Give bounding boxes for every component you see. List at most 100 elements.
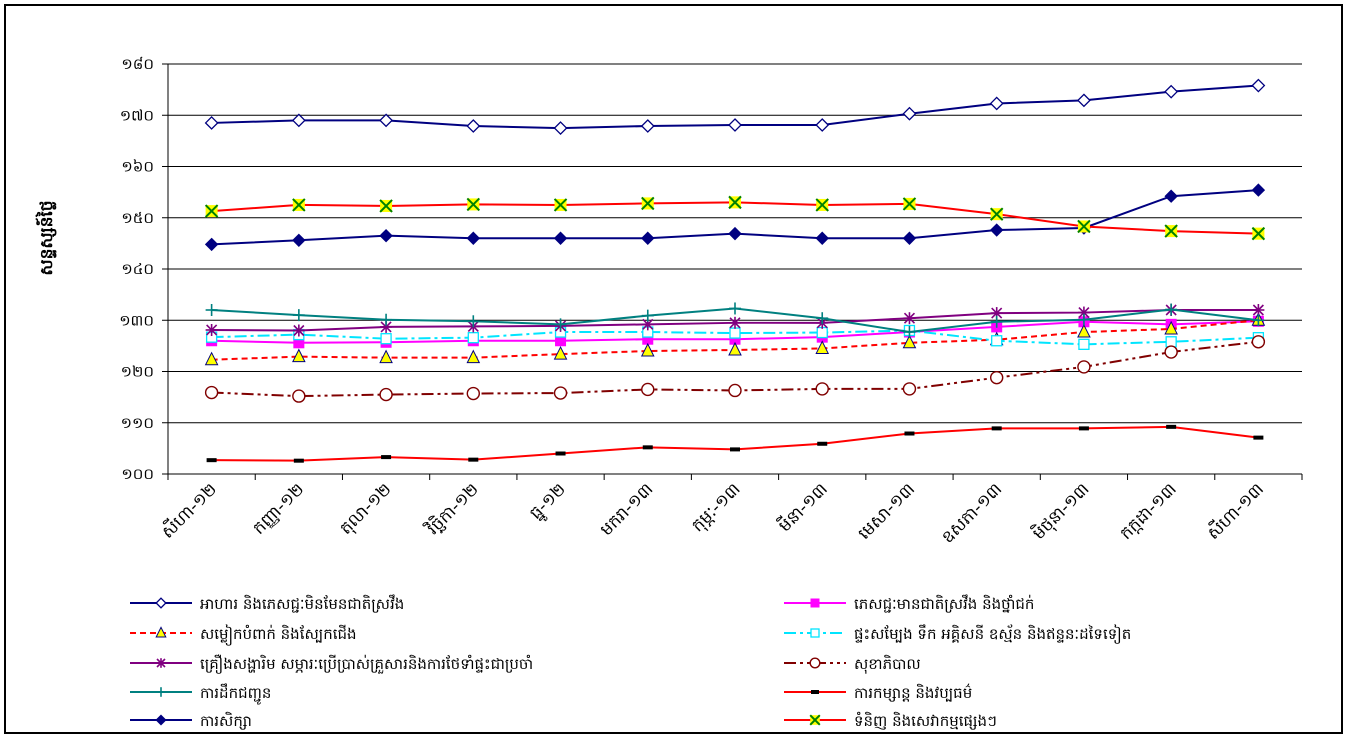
marker-square-open	[1165, 336, 1177, 348]
marker-x	[902, 197, 917, 211]
y-tick-label: ១៧០	[120, 106, 154, 124]
marker-circle-open	[902, 382, 917, 396]
legend-item: គ្រឿងសង្ហារិម សម្ភារៈប្រើប្រាស់គ្រួសារនិ…	[130, 654, 533, 674]
marker-diamond-filled	[466, 231, 481, 245]
marker-diamond-filled	[292, 233, 306, 248]
marker-x	[1077, 219, 1091, 234]
marker-square-open	[467, 332, 479, 344]
marker-diamond-open	[204, 116, 219, 130]
x-axis-ticks: សីហា-១២ កញ្ញា-១២ តុលា-១២ វិច្ឆិកា-១២ ធ្នូ-១២…	[156, 474, 1303, 548]
marker-diamond-open	[815, 118, 830, 132]
grid-lines	[168, 63, 1302, 475]
marker-triangle	[379, 349, 393, 364]
legend: អាហារ និងភេសជ្ជៈមិនមែនជាតិស្រវឹង ភេសជ្ជៈម…	[130, 594, 1131, 730]
series-line	[211, 425, 1259, 462]
series-7	[205, 302, 1265, 339]
marker-square-open	[380, 333, 392, 345]
legend-item: ផ្ទះសម្បែង ទឹក អគ្គិសនី ឧស្ម័ន និងឥន្ទនៈ…	[784, 624, 1131, 644]
marker-diamond-open	[640, 119, 655, 133]
x-tick-label: មិថុនា-១៣	[1027, 478, 1094, 545]
marker-diamond-filled	[815, 231, 829, 245]
marker-triangle	[1077, 323, 1091, 338]
marker-diamond-open	[291, 113, 306, 128]
legend-label: ផ្ទះសម្បែង ទឹក អគ្គិសនី ឧស្ម័ន និងឥន្ទនៈ…	[854, 624, 1131, 644]
marker-circle-open	[292, 389, 306, 403]
y-tick-label: ១២០	[121, 363, 154, 381]
marker-diamond-open	[553, 121, 568, 135]
marker-dash	[555, 451, 566, 456]
y-tick-label: ១៨០	[121, 55, 154, 73]
x-tick-label: តុលា-១២	[336, 479, 396, 539]
legend-label: ការដឹកជញ្ជូន	[200, 683, 271, 705]
marker-x	[1164, 224, 1178, 238]
series-8	[206, 424, 1264, 463]
legend-label: ការសិក្សា	[200, 711, 252, 730]
marker-diamond-open	[989, 96, 1004, 111]
legend-label: ទំនិញ និងសេវាកម្មផ្សេងៗ	[854, 711, 997, 730]
marker-diamond-filled	[728, 226, 742, 241]
marker-triangle	[292, 348, 306, 363]
marker-dash	[468, 457, 479, 462]
marker-triangle	[466, 349, 481, 364]
legend-label: គ្រឿងសង្ហារិម សម្ភារៈប្រើប្រាស់គ្រួសារនិ…	[200, 654, 533, 674]
y-tick-label: ១០០	[121, 465, 154, 483]
marker-square-open	[810, 628, 820, 638]
marker-triangle	[640, 342, 655, 357]
marker-triangle	[204, 351, 219, 366]
marker-circle-open	[989, 370, 1004, 385]
marker-dash	[730, 447, 740, 452]
marker-dash	[293, 458, 304, 463]
x-tick-label: មីនា-១៣	[773, 478, 831, 536]
y-axis-ticks: ១០០ ១១០ ១២០ ១៣០ ១៤០ ១៥០ ១៦០ ១៧០ ១៨០	[119, 55, 168, 483]
marker-diamond-filled	[1164, 189, 1178, 203]
legend-label: សម្លៀកបំពាក់ និងស្បែកជើង	[200, 624, 357, 646]
x-tick-label: កុម្ភៈ-១៣	[688, 479, 745, 536]
line-chart: ១០០ ១១០ ១២០ ១៣០ ១៤០ ១៥០ ១៦០ ១៧០ ១៨០ សីហា-១២ កញ្ញា…	[35, 55, 1303, 730]
marker-diamond-filled	[1251, 183, 1266, 197]
y-tick-label: ១៥០	[121, 209, 154, 227]
marker-x	[553, 198, 568, 212]
series-10	[204, 195, 1266, 241]
marker-triangle	[815, 340, 830, 354]
marker-diamond-filled	[204, 237, 219, 252]
chart-frame: ១០០ ១១០ ១២០ ១៣០ ១៤០ ១៥០ ១៦០ ១៧០ ១៨០ សីហា-១២ កញ្ញា…	[4, 4, 1343, 734]
marker-triangle	[728, 341, 742, 356]
marker-x	[641, 196, 655, 211]
series-9	[204, 183, 1266, 252]
marker-dash	[1166, 424, 1177, 429]
legend-item: អាហារ និងភេសជ្ជៈមិនមែនជាតិស្រវឹង	[130, 594, 404, 613]
x-tick-label: មករា-១៣	[597, 479, 658, 540]
marker-x	[204, 204, 219, 218]
x-tick-label: ធ្នូ-១២	[526, 479, 572, 525]
y-tick-label: ១៤០	[121, 260, 154, 278]
marker-x	[815, 198, 829, 212]
marker-square-open	[816, 326, 828, 339]
legend-item: ការសិក្សា	[130, 711, 252, 730]
marker-circle-open	[1251, 335, 1266, 349]
marker-dash	[381, 455, 392, 460]
marker-diamond-open	[728, 118, 742, 132]
series-lines	[204, 78, 1266, 463]
legend-label: ការកម្សាន្ត និងវប្បធម៌	[854, 683, 972, 702]
marker-diamond-filled	[902, 231, 917, 245]
marker-diamond-open	[902, 106, 917, 121]
marker-circle-open	[641, 382, 655, 397]
y-tick-label: ១១០	[121, 414, 154, 432]
marker-dash	[1078, 426, 1089, 431]
series-6	[204, 335, 1266, 403]
marker-square-filled	[810, 598, 820, 608]
marker-diamond-filled	[155, 714, 167, 726]
marker-x	[1251, 226, 1266, 241]
marker-dash	[811, 690, 819, 694]
marker-x	[379, 199, 393, 213]
marker-diamond-open	[1077, 93, 1091, 108]
marker-triangle	[155, 626, 167, 638]
marker-diamond-filled	[641, 231, 655, 245]
marker-dash	[1253, 435, 1264, 440]
marker-diamond-filled	[379, 228, 393, 243]
series-1	[204, 78, 1266, 135]
marker-triangle	[902, 334, 917, 349]
marker-diamond-open	[155, 597, 167, 609]
marker-diamond-filled	[989, 223, 1004, 237]
x-tick-label: កក្កដា-១៣	[1116, 479, 1181, 544]
